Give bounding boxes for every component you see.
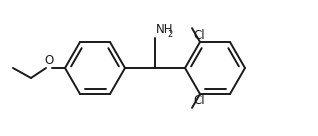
Text: Cl: Cl <box>193 29 204 42</box>
Text: 2: 2 <box>167 30 172 39</box>
Text: NH: NH <box>156 23 174 36</box>
Text: Cl: Cl <box>193 94 204 107</box>
Text: O: O <box>45 54 54 67</box>
